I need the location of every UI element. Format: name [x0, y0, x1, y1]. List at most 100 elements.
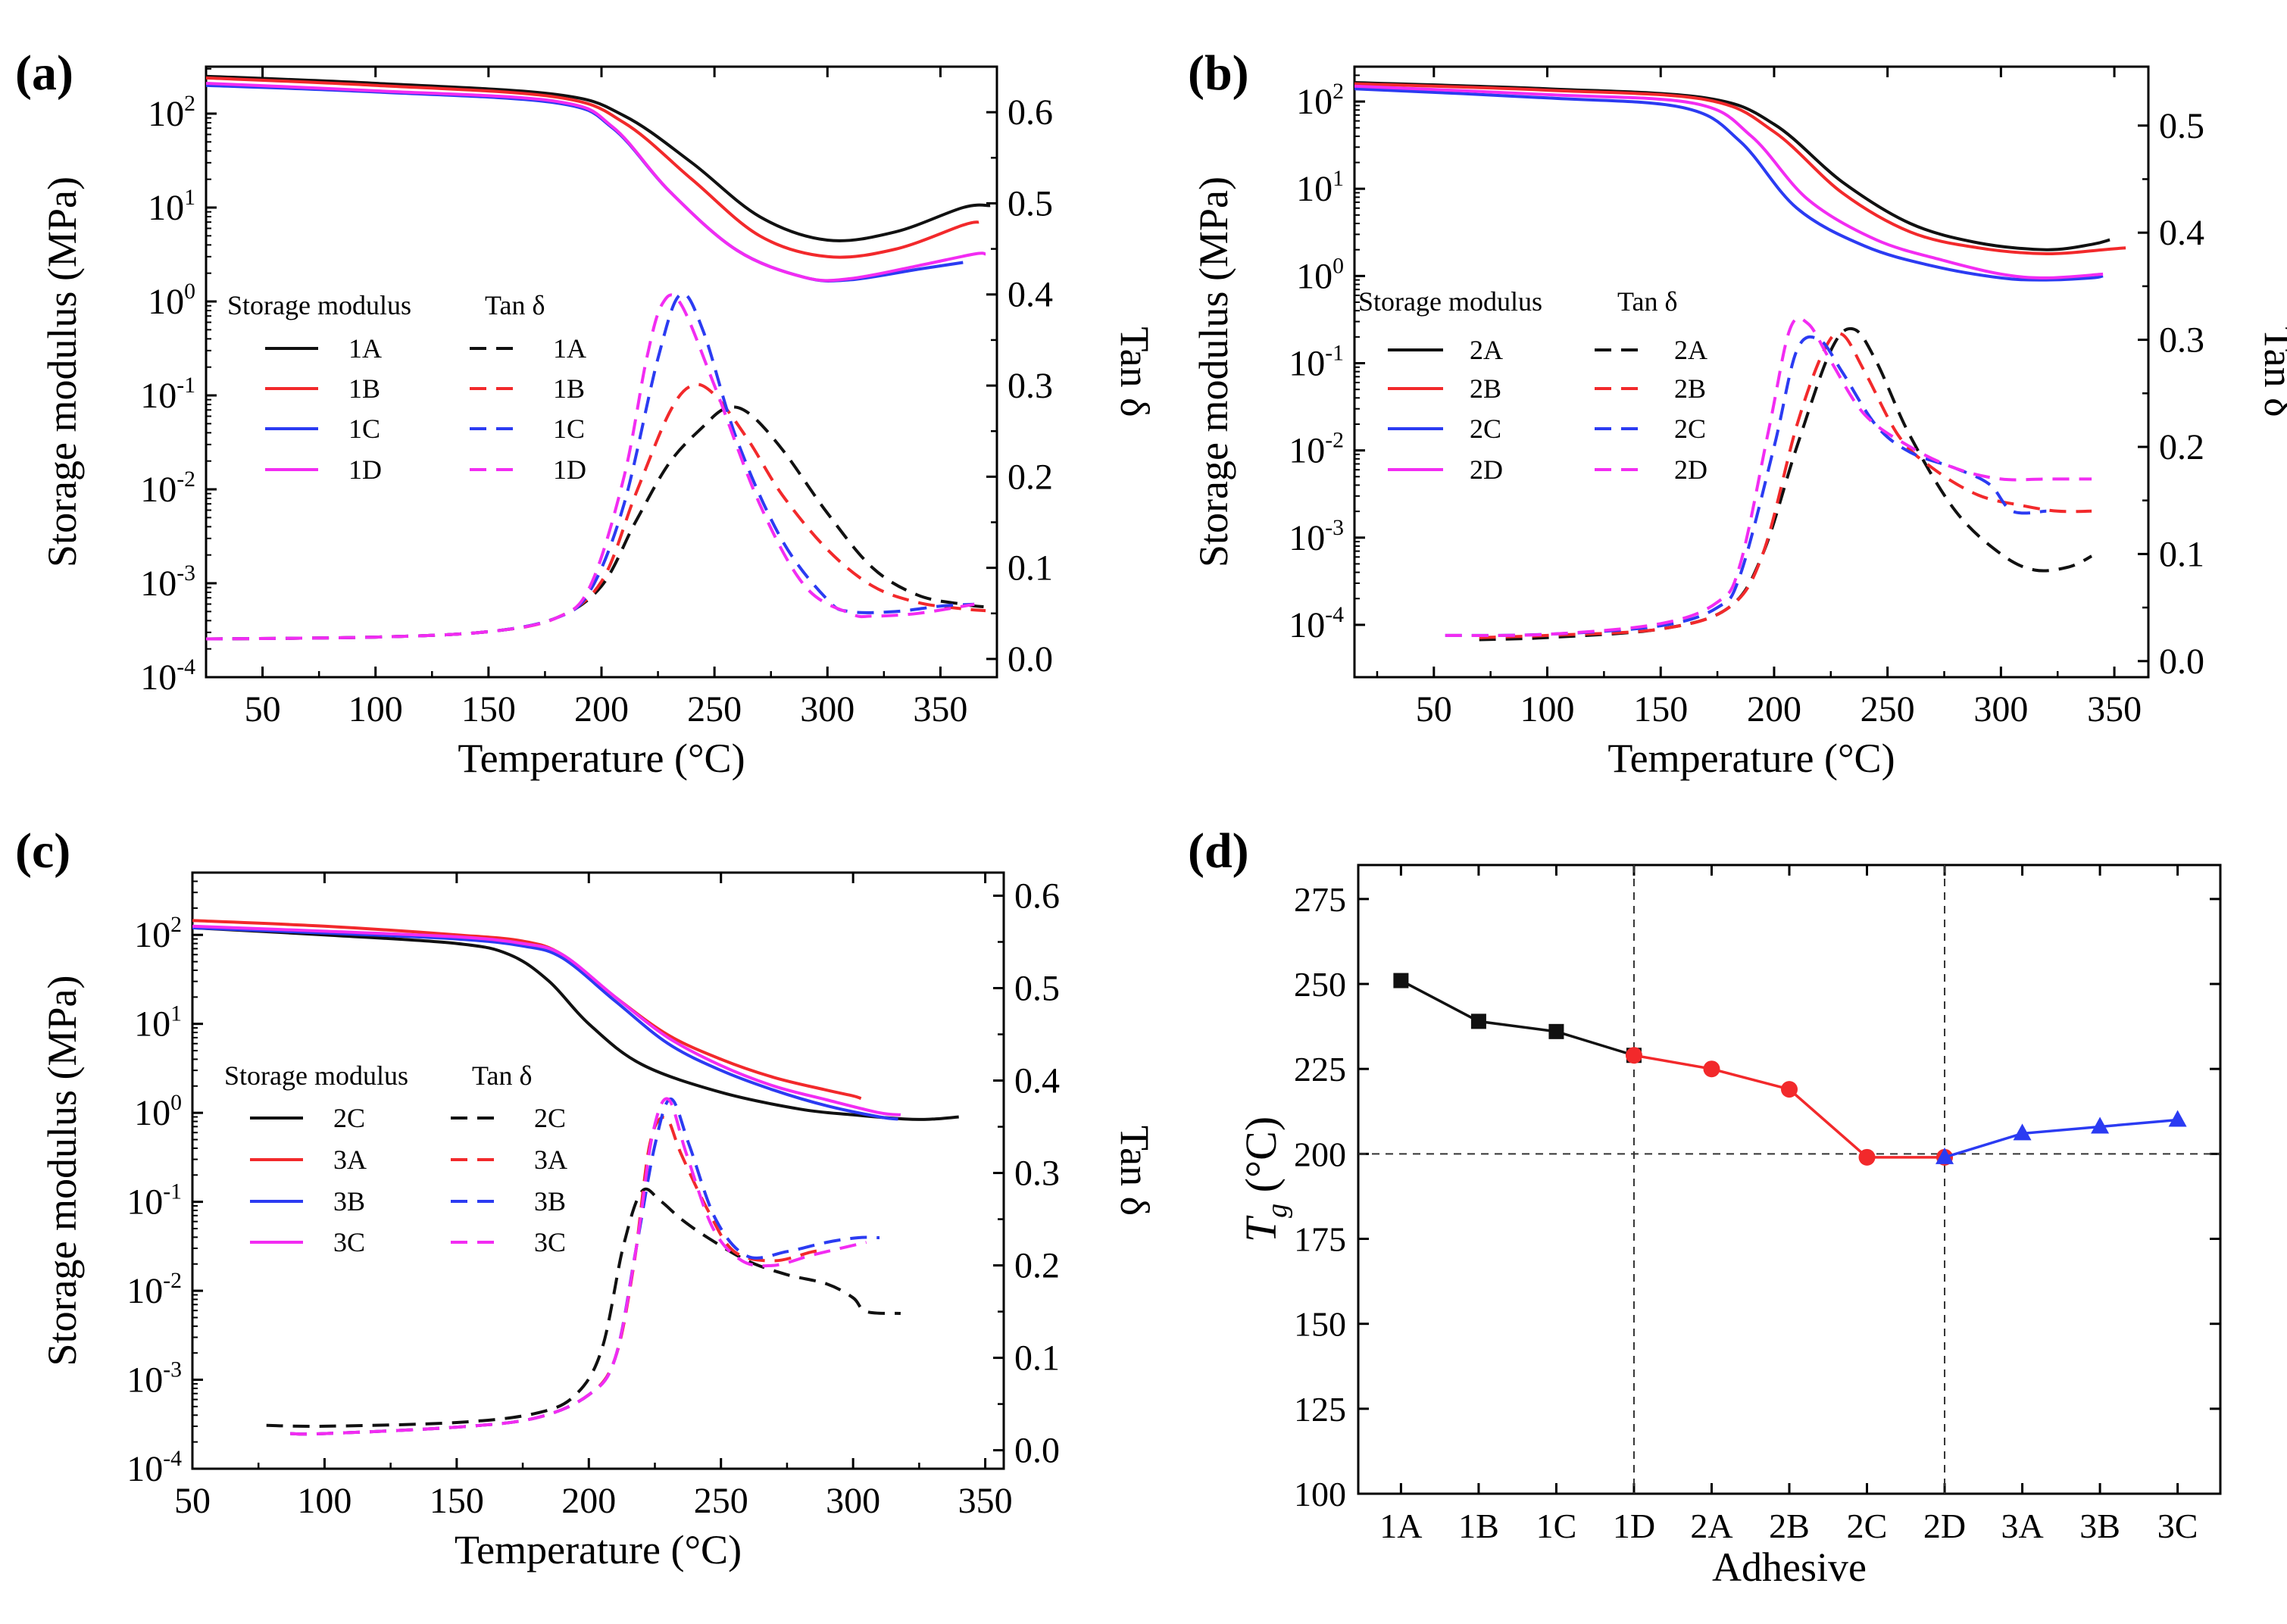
x-tick-label: 1A [1379, 1507, 1422, 1545]
y-right-tick-label: 0.3 [2159, 320, 2204, 361]
panel-b: (b) 50 100 150 200 250 300 350 102 101 100 10-1 10-2… [1188, 45, 2287, 781]
y-right-tick-label: 0.1 [1014, 1338, 1060, 1379]
y-left-axis-title: Storage modulus (MPa) [1191, 176, 1236, 567]
plot-frame [1357, 864, 2222, 1495]
legend-heading-storage-modulus: Storage modulus [224, 1060, 408, 1091]
tan-delta-line-1C [206, 292, 975, 641]
y-right-tick-label: 0.3 [1014, 1154, 1060, 1194]
storage-modulus-line-2C [1354, 87, 2104, 282]
panel-label: (c) [15, 823, 70, 879]
legend-label-solid: 3A [333, 1145, 367, 1175]
x-tick-label: 300 [826, 1481, 880, 1521]
storage-modulus-line-2C [192, 926, 959, 1121]
legend-heading-tan-delta: Tan δ [472, 1060, 532, 1091]
legend-label-solid: 1B [348, 373, 380, 404]
x-tick-label: 2A [1690, 1507, 1732, 1545]
x-axis-title: Temperature (°C) [1607, 735, 1895, 781]
legend-label-dashed: 3C [534, 1227, 566, 1257]
legend-heading-storage-modulus: Storage modulus [1358, 286, 1542, 317]
y-right-tick-label: 0.6 [1014, 876, 1060, 917]
panel-a: (a) 50 100 150 200 250 300 350 102 101 100 10-1 10-2… [15, 45, 1158, 781]
x-tick-label: 350 [2087, 689, 2142, 729]
y-left-tick-label: 10-1 [127, 1179, 182, 1223]
y-tick-label: 175 [1294, 1220, 1346, 1259]
x-tick-label: 3A [2001, 1507, 2043, 1545]
y-left-tick-label: 100 [148, 279, 195, 322]
legend-label-dashed: 1B [553, 373, 585, 404]
legend-label-dashed: 2B [1674, 373, 1706, 404]
x-tick-label: 350 [958, 1481, 1013, 1521]
y-left-tick-label: 10-1 [140, 373, 195, 416]
x-tick-label: 150 [461, 689, 516, 729]
y-tick-label: 150 [1294, 1305, 1346, 1344]
y-right-axis-title: Tan δ [2256, 326, 2287, 417]
y-right-tick-label: 0.6 [1008, 92, 1053, 133]
legend-label-dashed: 2C [1674, 414, 1706, 444]
x-tick-label: 1D [1613, 1507, 1655, 1545]
legend-label-solid: 2A [1470, 335, 1503, 365]
tan-delta-line-2B [1479, 332, 2092, 639]
legend-label-dashed: 1C [553, 414, 585, 444]
x-tick-label: 200 [1747, 689, 1801, 729]
x-tick-label: 150 [430, 1481, 484, 1521]
y-tick-label: 275 [1294, 880, 1346, 919]
storage-modulus-line-1A [206, 74, 991, 242]
tg-marker-1B [1470, 1013, 1486, 1029]
tg-marker-3B [2091, 1116, 2110, 1134]
y-left-tick-label: 10-4 [140, 654, 195, 698]
legend-label-dashed: 1A [553, 333, 586, 364]
y-left-tick-label: 10-4 [1289, 602, 1344, 645]
tan-delta-line-3C [290, 1097, 867, 1436]
y-left-tick-label: 10-1 [1289, 340, 1344, 383]
x-tick-label: 50 [1416, 689, 1452, 729]
tg-line-black [1400, 979, 1635, 1057]
tg-marker-2C [1858, 1148, 1876, 1166]
legend-label-solid: 2C [1470, 414, 1501, 444]
y-left-tick-label: 10-2 [127, 1268, 182, 1311]
tg-marker-3A [2013, 1123, 2032, 1141]
storage-modulus-line-3B [192, 926, 898, 1121]
y-right-tick-label: 0.2 [2159, 427, 2204, 467]
x-tick-label: 2D [1923, 1507, 1966, 1545]
legend-heading-tan-delta: Tan δ [485, 290, 545, 320]
y-tick-label: 225 [1294, 1050, 1346, 1088]
legend-label-dashed: 1D [553, 454, 586, 485]
storage-modulus-line-1D [206, 82, 986, 283]
legend-label-solid: 2D [1470, 454, 1503, 485]
tg-line-red [1633, 1054, 1945, 1159]
tan-delta-line-2C [1445, 335, 2047, 637]
y-left-tick-label: 10-3 [127, 1357, 182, 1401]
x-tick-label: 50 [245, 689, 281, 729]
legend-label-solid: 2C [333, 1103, 365, 1133]
y-left-tick-label: 102 [148, 91, 195, 134]
y-right-tick-label: 0.0 [1014, 1431, 1060, 1471]
y-right-tick-label: 0.4 [1008, 275, 1053, 315]
x-tick-label: 100 [1520, 689, 1575, 729]
legend-label-dashed: 2D [1674, 454, 1707, 485]
x-tick-label: 100 [297, 1481, 351, 1521]
x-tick-label: 2B [1769, 1507, 1810, 1545]
y-tick-label: 125 [1294, 1390, 1346, 1429]
legend-label-solid: 1D [348, 454, 382, 485]
storage-modulus-line-1B [206, 76, 979, 259]
y-left-tick-label: 10-2 [1289, 428, 1344, 471]
y-left-tick-label: 101 [134, 1001, 182, 1045]
legend-label-solid: 1C [348, 414, 380, 444]
x-tick-label: 3C [2157, 1507, 2198, 1545]
storage-modulus-line-2D [1354, 84, 2104, 280]
y-left-axis-title: Storage modulus (MPa) [39, 976, 85, 1366]
plot-frame [191, 871, 1005, 1470]
x-tick-label: 3B [2079, 1507, 2120, 1545]
y-left-tick-label: 101 [148, 185, 195, 228]
y-right-tick-label: 0.2 [1014, 1246, 1060, 1286]
tg-marker-1C [1548, 1023, 1564, 1039]
y-left-tick-label: 102 [1296, 79, 1344, 122]
legend-label-solid: 2B [1470, 373, 1501, 404]
plot-frame [1353, 65, 2150, 679]
y-tick-label: 200 [1294, 1135, 1346, 1173]
x-tick-label: 200 [574, 689, 629, 729]
y-tick-label: 250 [1294, 965, 1346, 1004]
x-tick-label: 250 [687, 689, 742, 729]
y-left-tick-label: 10-3 [140, 561, 195, 604]
